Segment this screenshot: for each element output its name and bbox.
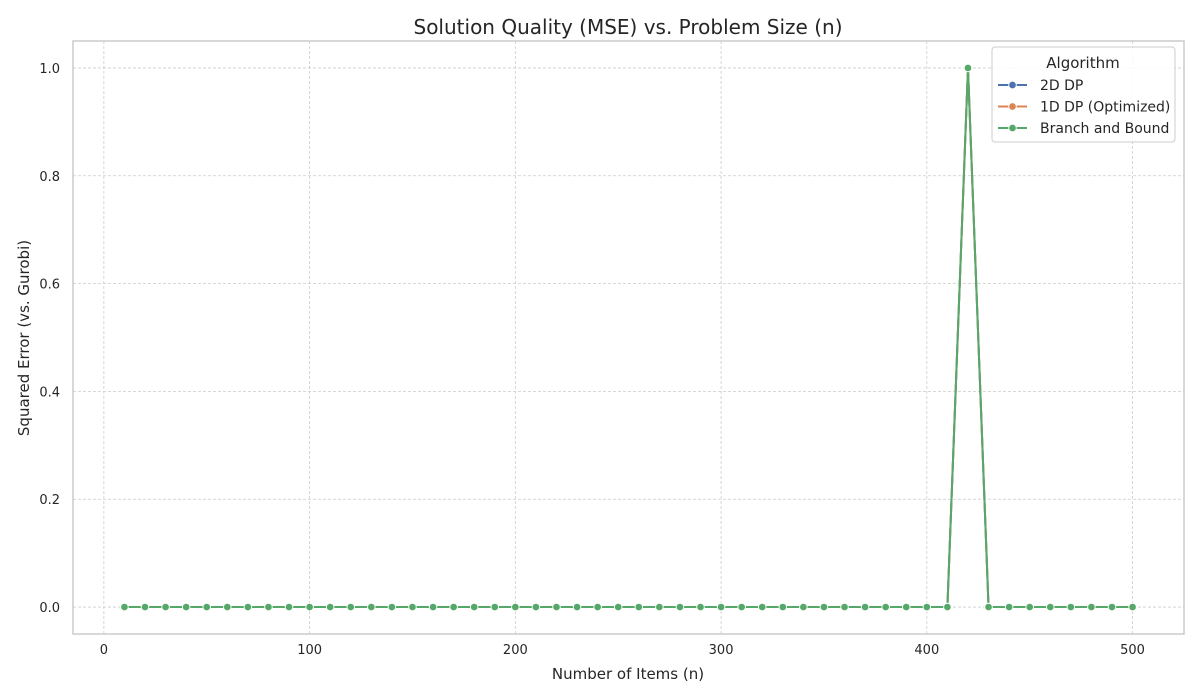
- data-point: [346, 602, 356, 612]
- series-2d-dp: [120, 63, 1137, 612]
- data-point: [449, 602, 458, 612]
- data-point: [819, 602, 829, 612]
- data-point: [243, 602, 253, 612]
- data-point: [1087, 602, 1096, 612]
- data-point: [860, 602, 870, 612]
- data-point: [408, 602, 417, 612]
- y-tick-label: 0.2: [39, 493, 60, 508]
- plot-frame: [72, 40, 1185, 635]
- data-point: [367, 602, 376, 612]
- x-tick-label: 500: [1120, 643, 1145, 658]
- data-point: [140, 602, 150, 612]
- data-point: [737, 602, 746, 612]
- series-line: [124, 66, 1133, 609]
- y-tick-label: 0.8: [39, 170, 60, 185]
- legend-items: 2D DP 1D DP (Optimized) Branch and Bound: [998, 78, 1170, 137]
- x-tick-label: 200: [503, 643, 528, 658]
- data-point: [428, 602, 438, 612]
- data-point: [757, 602, 767, 612]
- data-point: [490, 602, 500, 612]
- data-point: [943, 602, 952, 612]
- data-point: [264, 602, 273, 612]
- data-point: [1066, 602, 1076, 612]
- series-1d-dp-optimized: [120, 63, 1137, 612]
- data-point: [223, 602, 232, 612]
- data-point: [202, 602, 211, 612]
- data-point: [593, 602, 602, 612]
- data-point: [511, 602, 520, 612]
- data-point: [1025, 602, 1034, 612]
- data-point: [778, 602, 788, 612]
- data-point: [984, 602, 993, 612]
- data-point: [613, 602, 623, 612]
- legend-box: [991, 46, 1176, 143]
- x-tick-label: 300: [709, 643, 734, 658]
- data-point: [1107, 602, 1117, 612]
- series-layer: [120, 63, 1137, 612]
- data-point: [922, 602, 932, 612]
- y-tick-label: 0.0: [39, 601, 60, 616]
- legend-item: 2D DP: [998, 78, 1083, 94]
- tick-labels: 0 100 200 300 400 500 0.0 0.2 0.4 0.6 0.8 1.0: [39, 62, 1145, 658]
- y-tick-label: 0.6: [39, 278, 60, 293]
- legend-label: 1D DP (Optimized): [1040, 100, 1170, 116]
- series-line: [124, 66, 1133, 609]
- data-point: [572, 602, 582, 612]
- legend-title: Algorithm: [1046, 54, 1119, 72]
- data-point: [325, 602, 335, 612]
- data-point: [552, 602, 561, 612]
- legend: Algorithm 2D DP 1D DP (Optimized) Branch a…: [991, 46, 1176, 143]
- x-axis-label: Number of Items (n): [552, 665, 704, 683]
- series-branch-and-bound: [120, 63, 1137, 612]
- data-point: [387, 602, 397, 612]
- data-point: [1128, 602, 1137, 612]
- data-point: [655, 602, 664, 612]
- legend-marker: [1008, 123, 1017, 133]
- x-tick-label: 400: [914, 643, 939, 658]
- data-point: [1004, 602, 1014, 612]
- data-point: [305, 602, 314, 612]
- data-point: [675, 602, 685, 612]
- data-point: [963, 63, 973, 73]
- data-point: [1046, 602, 1055, 612]
- chart-title: Solution Quality (MSE) vs. Problem Size …: [414, 15, 843, 39]
- data-point: [902, 602, 911, 612]
- data-point: [469, 602, 479, 612]
- data-point: [634, 602, 644, 612]
- legend-marker: [1008, 102, 1017, 111]
- data-point: [799, 602, 808, 612]
- x-tick-label: 100: [297, 643, 322, 658]
- legend-item: Branch and Bound: [998, 121, 1169, 137]
- legend-marker: [1008, 80, 1017, 90]
- data-point: [181, 602, 191, 612]
- series-line: [124, 66, 1133, 609]
- data-point: [696, 602, 705, 612]
- y-tick-label: 1.0: [39, 62, 60, 77]
- data-point: [531, 602, 541, 612]
- x-tick-label: 0: [100, 643, 108, 658]
- data-point: [840, 602, 849, 612]
- legend-label: Branch and Bound: [1040, 121, 1169, 137]
- legend-item: 1D DP (Optimized): [998, 100, 1170, 116]
- y-axis-label: Squared Error (vs. Gurobi): [15, 240, 33, 436]
- data-point: [716, 602, 726, 612]
- data-point: [284, 602, 294, 612]
- y-tick-label: 0.4: [39, 385, 60, 400]
- data-point: [120, 602, 129, 612]
- data-point: [161, 602, 170, 612]
- data-point: [881, 602, 890, 612]
- legend-label: 2D DP: [1040, 78, 1083, 94]
